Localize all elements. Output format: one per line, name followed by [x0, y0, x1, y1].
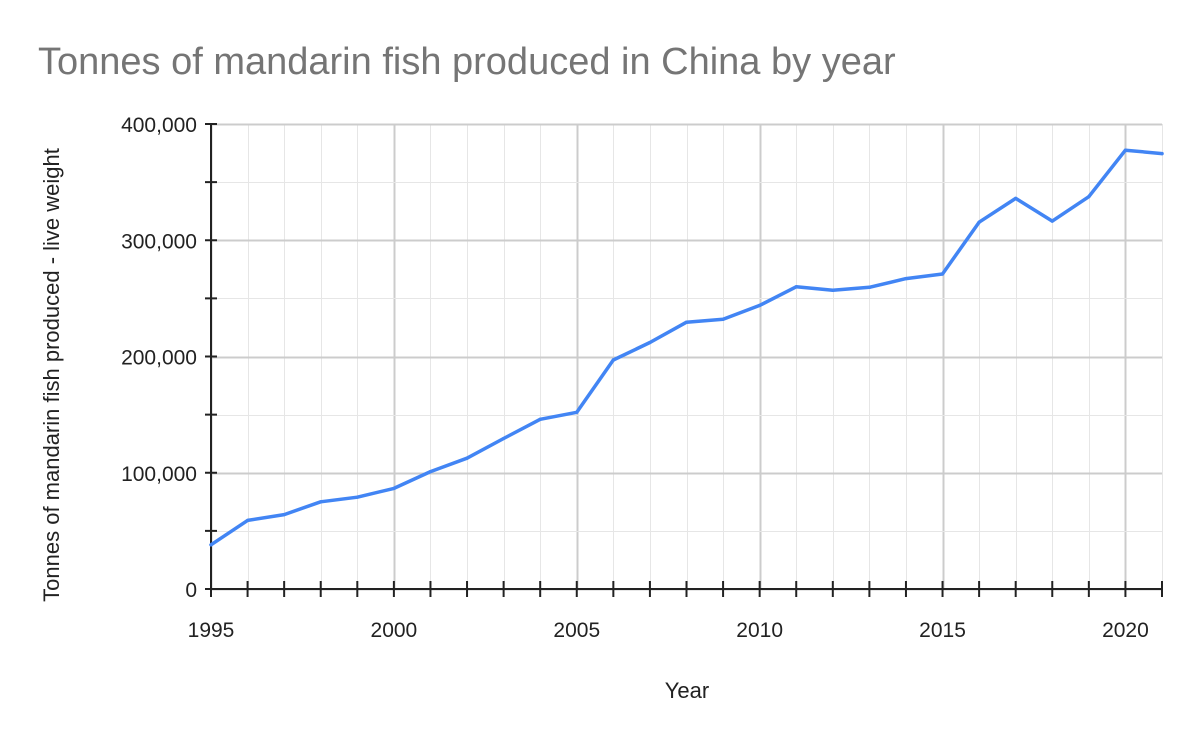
axes [205, 123, 1163, 597]
data-point [977, 220, 981, 224]
data-point [502, 436, 506, 441]
data-point [1123, 148, 1128, 152]
data-point [794, 285, 798, 289]
data-point [392, 486, 396, 491]
data-point [209, 543, 213, 547]
data-point [721, 317, 725, 321]
data-point [940, 272, 945, 276]
data-point [611, 358, 615, 362]
data-point [428, 469, 433, 474]
data-point [1087, 195, 1091, 199]
series-layer [209, 148, 1164, 547]
data-point [282, 513, 286, 517]
y-tick-label: 0 [185, 579, 197, 602]
data-point [1050, 219, 1054, 223]
x-tick-label: 2005 [553, 619, 600, 642]
y-tick-label: 300,000 [121, 230, 197, 253]
data-point [904, 277, 908, 281]
data-point [355, 495, 359, 499]
gridlines [210, 123, 1163, 591]
tick-labels: 1995 2000 2005 2010 2015 2020 0 100,000 200,000 3… [121, 114, 1149, 642]
x-axis-title: Year [665, 678, 709, 703]
data-point [319, 500, 323, 504]
y-axis-title: Tonnes of mandarin fish produced - live … [39, 148, 64, 602]
y-tick-label: 200,000 [121, 347, 197, 370]
data-point [831, 288, 835, 292]
x-tick-label: 2020 [1102, 619, 1149, 642]
data-point [758, 303, 762, 307]
y-tick-label: 400,000 [121, 114, 197, 137]
x-tick-label: 2010 [736, 619, 783, 642]
x-tick-label: 1995 [188, 619, 235, 642]
series-line [209, 148, 1164, 547]
data-point [1014, 196, 1018, 200]
data-point [684, 320, 689, 324]
data-point [465, 456, 469, 460]
y-tick-label: 100,000 [121, 463, 197, 486]
data-point [1160, 152, 1164, 156]
x-tick-label: 2000 [371, 619, 418, 642]
data-point [575, 410, 579, 414]
data-point [648, 340, 652, 345]
chart-title: Tonnes of mandarin fish produced in Chin… [38, 41, 896, 83]
data-point [538, 417, 542, 421]
data-point [867, 285, 871, 289]
x-tick-label: 2015 [919, 619, 966, 642]
data-point [245, 518, 250, 523]
